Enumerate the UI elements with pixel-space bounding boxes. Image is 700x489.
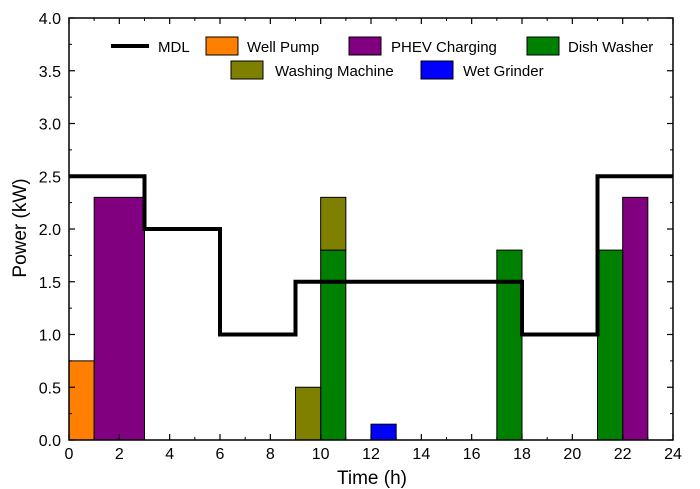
legend: MDL Well Pump PHEV Charging Dish Washer Wash… [111,36,653,80]
y-tick-label-1.5: 1.5 [39,275,61,292]
bar-wet-grinder-1 [370,423,397,441]
y-tick-label-3.5: 3.5 [39,64,61,81]
x-tick-label-24: 24 [664,446,682,463]
x-tick-label-4: 4 [165,446,174,463]
y-tick-label-1.0: 1.0 [39,328,61,345]
x-tick-label-10: 10 [312,446,330,463]
x-tick-label-2: 2 [115,446,124,463]
bars-layer [68,196,649,441]
x-tick-label-18: 18 [513,446,531,463]
legend-label-phev-charging: PHEV Charging [391,39,497,56]
legend-swatch-washing-machine [230,60,264,80]
legend-label-well-pump: Well Pump [247,39,319,56]
x-tick-label-16: 16 [463,446,481,463]
bar-phev-charging-2 [622,196,649,441]
legend-swatch-dish-washer [526,36,560,56]
x-tick-label-14: 14 [412,446,430,463]
y-tick-label-0.5: 0.5 [39,380,61,397]
bar-dish-washer-1 [320,249,347,441]
mdl-step-line [69,174,673,337]
mdl-layer [69,174,673,337]
x-tick-label-20: 20 [563,446,581,463]
x-tick-label-6: 6 [216,446,225,463]
bar-dish-washer-3 [597,249,624,441]
y-tick-label-4.0: 4.0 [39,11,61,28]
legend-label-dish-washer: Dish Washer [568,39,653,56]
y-tick-label-2.0: 2.0 [39,222,61,239]
bar-washing-machine-2 [320,196,347,251]
x-tick-label-12: 12 [362,446,380,463]
bar-dish-washer-2 [496,249,523,441]
y-axis-title: Power (kW) [10,178,31,277]
legend-label-washing-machine: Washing Machine [275,63,394,80]
x-tick-label-22: 22 [614,446,632,463]
bar-well-pump-1 [68,360,95,441]
x-tick-label-8: 8 [266,446,275,463]
legend-swatch-phev-charging [348,36,382,56]
y-tick-label-0.0: 0.0 [39,433,61,450]
bar-phev-charging-1 [93,196,145,441]
x-tick-label-0: 0 [65,446,74,463]
legend-label-mdl: MDL [158,39,190,56]
x-axis-title: Time (h) [337,468,407,489]
bar-washing-machine-1 [295,386,322,441]
legend-swatch-wet-grinder [420,60,454,80]
legend-swatch-well-pump [205,36,239,56]
y-tick-label-3.0: 3.0 [39,117,61,134]
legend-label-wet-grinder: Wet Grinder [463,63,544,80]
axes-layer: 0 2 4 6 8 10 12 14 16 18 20 22 240.00.51.01.52.02.53… [39,11,682,463]
y-tick-label-2.5: 2.5 [39,169,61,186]
